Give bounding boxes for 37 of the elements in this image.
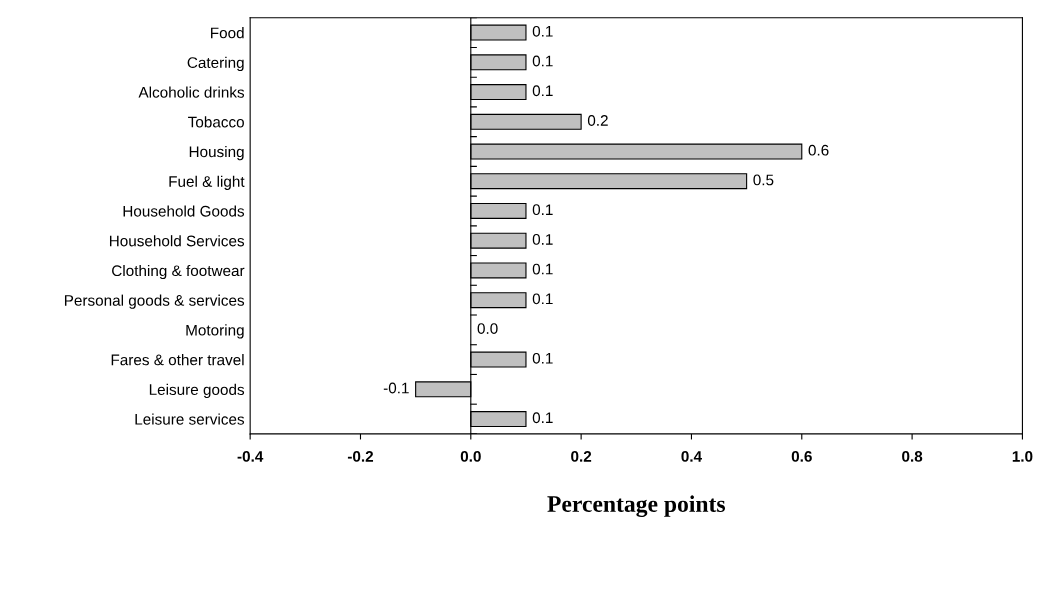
data-label: 0.1 [532,233,553,245]
x-tick-label: 0.0 [460,450,481,462]
x-axis-title: Percentage points [547,495,726,517]
data-label: 0.2 [587,115,608,126]
data-label: 0.1 [532,263,553,275]
x-tick-label: 0.2 [571,450,592,462]
x-tick-label: 0.8 [902,450,923,462]
x-tick-label: -0.2 [347,450,374,462]
data-label: 0.1 [532,412,553,424]
data-label: 0.1 [532,85,553,97]
y-tick-label: Food [211,27,244,39]
x-tick-label: -0.4 [237,450,264,462]
data-label: 0.6 [808,144,829,156]
y-tick-label: Clothing & footwear [112,264,245,280]
y-tick-label: Catering [187,56,244,72]
data-label: 0.1 [532,204,553,216]
data-label: 0.1 [532,55,553,67]
data-label: 0.1 [532,352,553,364]
y-tick-label: Household Services [109,235,245,247]
x-tick-label: 1.0 [1012,450,1033,462]
data-label: 0.1 [532,293,553,305]
y-tick-label: Fuel & light [169,175,245,190]
data-label: -0.1 [383,382,409,394]
x-tick-label: 0.6 [791,450,812,462]
y-tick-label: Personal goods & services [64,294,245,309]
y-tick-label: Housing [189,145,244,161]
y-tick-label: Fares & other travel [111,354,244,366]
data-label: 0.5 [753,174,774,186]
y-tick-label: Alcoholic drinks [138,86,245,98]
y-tick-label: Tobacco [188,116,244,128]
data-label: 0.1 [532,25,553,37]
data-label: 0.0 [477,323,498,334]
y-tick-label: Leisure goods [149,383,245,399]
x-tick-label: 0.4 [681,450,702,462]
y-tick-label: Leisure services [135,413,245,425]
y-tick-label: Motoring [186,324,244,339]
y-tick-label: Household Goods [123,205,245,217]
